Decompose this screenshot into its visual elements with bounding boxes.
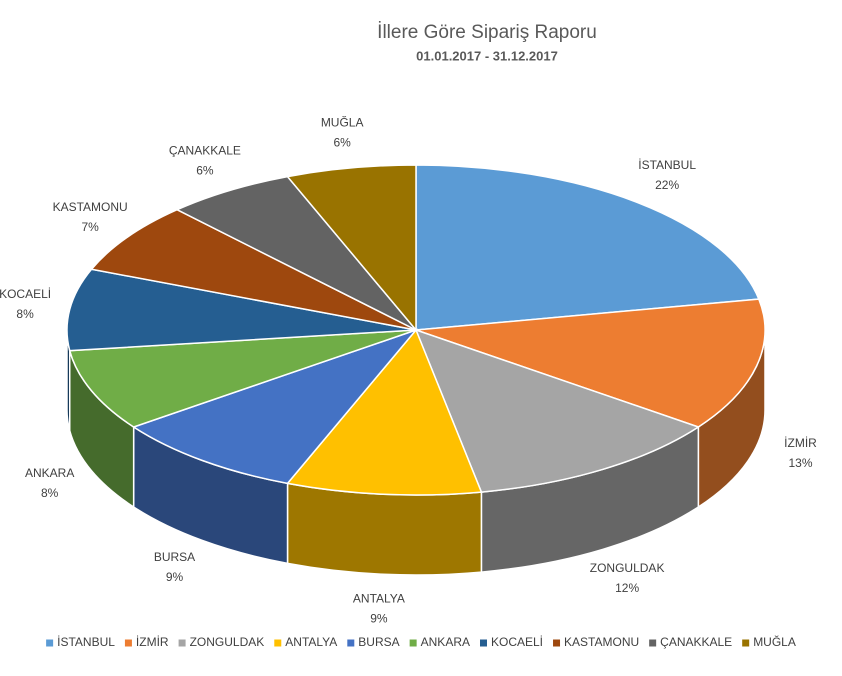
legend-label: ANTALYA <box>285 635 337 649</box>
legend-swatch <box>742 639 750 647</box>
legend-swatch <box>409 639 417 647</box>
slice-side <box>286 482 483 576</box>
legend-swatch <box>46 639 54 647</box>
legend-item: KASTAMONU <box>553 635 639 649</box>
data-labels: İSTANBUL 22% İZMİR 13% ZONGULDAK 12% ANTALYA 9%… <box>0 115 817 626</box>
slice <box>414 328 701 493</box>
slice-label-name: KOCAELİ <box>0 287 51 301</box>
slice <box>68 329 417 428</box>
slice-label-value: 6% <box>196 163 214 177</box>
legend-swatch <box>347 639 355 647</box>
slice <box>175 175 417 331</box>
legend-item: ZONGULDAK <box>178 635 265 649</box>
legend-swatch <box>178 639 186 647</box>
slice-label-value: 13% <box>788 456 812 470</box>
slice-label-name: ANTALYA <box>353 591 405 605</box>
slice-label-value: 22% <box>655 178 679 192</box>
legend-item: MUĞLA <box>742 634 796 649</box>
legend-label: KOCAELİ <box>491 635 543 649</box>
legend-swatch <box>274 639 282 647</box>
legend-swatch <box>649 639 657 647</box>
chart-subtitle: 01.01.2017 - 31.12.2017 <box>416 48 558 63</box>
legend-label: MUĞLA <box>753 634 796 649</box>
slice <box>90 208 417 331</box>
slice-label-name: İZMİR <box>784 436 817 450</box>
chart-title: İllere Göre Sipariş Raporu <box>377 22 597 43</box>
legend-label: ANKARA <box>421 635 470 649</box>
slice <box>415 298 766 428</box>
legend-item: ANKARA <box>409 635 470 649</box>
legend-swatch <box>480 639 487 647</box>
legend-label: İSTANBUL <box>57 635 115 649</box>
legend-item: BURSA <box>347 635 400 649</box>
slice-label-name: İSTANBUL <box>638 158 696 172</box>
legend-label: ÇANAKKALE <box>660 635 732 649</box>
legend-swatch <box>553 639 561 647</box>
slice <box>131 328 419 485</box>
legend-label: ZONGULDAK <box>190 635 265 649</box>
slice-label-value: 8% <box>16 307 34 321</box>
slice-label-name: ZONGULDAK <box>590 561 665 575</box>
legend-swatch <box>124 639 132 647</box>
pie-tops <box>66 164 766 496</box>
slice-label-value: 9% <box>370 611 388 625</box>
slice-label-value: 6% <box>333 136 351 150</box>
legend-item: İSTANBUL <box>46 635 115 649</box>
slice-label-name: MUĞLA <box>321 115 364 130</box>
slice-label-name: KASTAMONU <box>53 200 128 214</box>
legend: İSTANBUL İZMİR ZONGULDAK ANTALYA BURSA ANKARA… <box>46 634 796 649</box>
slice <box>286 164 417 333</box>
slice-label-value: 9% <box>166 570 184 584</box>
legend-item: İZMİR <box>124 635 169 649</box>
legend-label: BURSA <box>358 635 399 649</box>
slice-label-name: ANKARA <box>25 466 74 480</box>
slice-label-name: ÇANAKKALE <box>169 143 241 157</box>
slice <box>286 328 483 496</box>
slice <box>66 268 417 352</box>
legend-item: ANTALYA <box>274 635 337 649</box>
slice-label-value: 8% <box>41 486 59 500</box>
slice-label-value: 7% <box>81 220 99 234</box>
slice-label-value: 12% <box>615 581 639 595</box>
slice-label-name: BURSA <box>154 550 195 564</box>
legend-item: ÇANAKKALE <box>649 635 732 649</box>
legend-label: İZMİR <box>136 635 169 649</box>
legend-item: KOCAELİ <box>480 635 543 649</box>
legend-label: KASTAMONU <box>564 635 639 649</box>
slice <box>415 164 760 331</box>
